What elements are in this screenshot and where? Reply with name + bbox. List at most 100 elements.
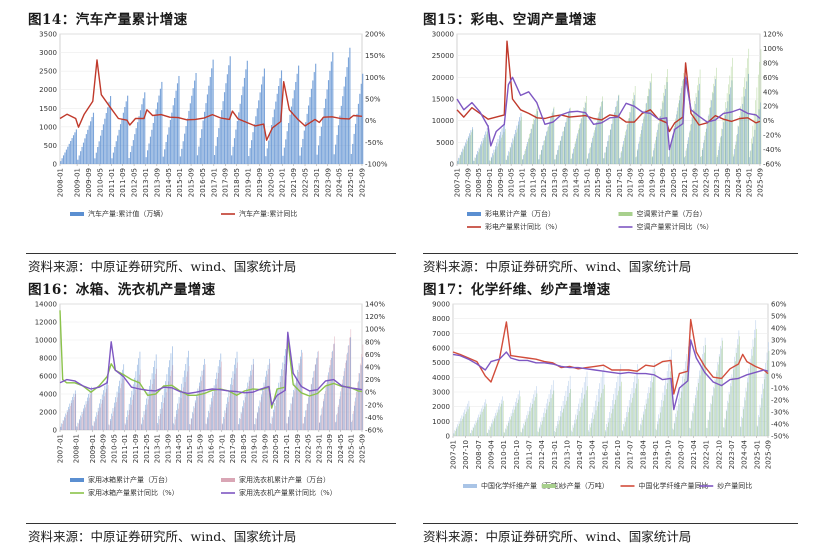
bar (161, 408, 163, 430)
bar (277, 389, 278, 430)
bar (562, 131, 564, 164)
bar (466, 139, 468, 164)
y-left-tick-label: 0 (53, 161, 57, 169)
bar (540, 154, 541, 164)
bar (740, 106, 741, 164)
bar (270, 424, 272, 430)
bar (541, 149, 543, 164)
bar (225, 83, 227, 164)
bar (538, 159, 539, 164)
bar (677, 410, 678, 436)
bar (756, 87, 758, 164)
x-tick-label: 2015-01 (583, 168, 591, 197)
bar (759, 61, 760, 164)
y-right-tick-label: 80% (763, 59, 779, 67)
bar (747, 58, 748, 165)
bar (717, 362, 719, 436)
bar (588, 430, 589, 436)
bar (578, 128, 580, 164)
bar (165, 141, 167, 164)
bar (613, 117, 614, 164)
x-tick-label: 2012-05 (131, 168, 139, 197)
bar (136, 364, 138, 430)
bar (172, 105, 174, 164)
bar (509, 152, 510, 164)
bar (693, 108, 694, 164)
bar (515, 132, 517, 164)
bar (184, 133, 186, 164)
bar (741, 416, 742, 436)
bar (162, 156, 164, 164)
bar (685, 372, 687, 436)
y-right-tick-label: -40% (763, 146, 781, 154)
series-line (452, 318, 769, 395)
bar (306, 403, 308, 430)
bar (252, 132, 254, 164)
bar (279, 78, 281, 164)
x-tick-label: 2019-01 (648, 168, 656, 197)
bar (549, 121, 551, 164)
bar (76, 426, 77, 430)
bar (498, 409, 500, 436)
bar (87, 400, 89, 430)
bar (459, 158, 460, 164)
bar (232, 371, 234, 430)
y-right-tick-label: 20% (763, 103, 779, 111)
bar (310, 390, 311, 430)
bar (723, 122, 725, 164)
bar (124, 423, 126, 430)
x-tick-label: 2011-09 (119, 168, 127, 197)
x-tick-label: 2015-01 (176, 168, 184, 197)
bar (650, 387, 652, 436)
bar (522, 428, 524, 436)
bar (95, 418, 97, 430)
bar (245, 69, 247, 164)
bar (645, 399, 647, 436)
bar (223, 418, 225, 430)
x-tick-label: 2011-01 (108, 168, 116, 197)
bar (688, 132, 690, 164)
bar (580, 123, 581, 164)
bar (239, 419, 241, 430)
bar (191, 95, 193, 164)
bar (500, 406, 501, 436)
bar (499, 135, 500, 164)
bar (626, 412, 627, 436)
bar (667, 69, 668, 164)
bar (706, 123, 708, 164)
bar (221, 361, 222, 430)
bar (251, 364, 253, 430)
bar (581, 118, 583, 164)
bar (457, 160, 458, 164)
bar (274, 403, 276, 430)
bar (62, 155, 65, 164)
bar (347, 57, 350, 164)
bar (480, 146, 482, 164)
bar (479, 417, 480, 436)
bar (579, 124, 580, 164)
bar (498, 406, 499, 436)
bar (481, 141, 483, 164)
bar (670, 142, 672, 164)
bar (65, 149, 67, 164)
y-right-tick-label: 100% (365, 326, 385, 334)
bar (158, 416, 160, 430)
bar (323, 401, 324, 430)
legend-swatch (541, 484, 556, 488)
bar (571, 158, 572, 164)
bar (141, 423, 142, 430)
bar (571, 431, 573, 436)
bar (737, 133, 738, 164)
bar (521, 432, 522, 436)
bar (245, 397, 246, 430)
bar (65, 413, 67, 430)
bar (661, 399, 662, 436)
bar (486, 128, 488, 164)
bar (765, 362, 766, 436)
bar (315, 63, 317, 164)
bar (624, 135, 626, 164)
bar (179, 403, 180, 431)
series-line (456, 76, 761, 151)
bar (487, 131, 488, 164)
bar (540, 424, 542, 436)
